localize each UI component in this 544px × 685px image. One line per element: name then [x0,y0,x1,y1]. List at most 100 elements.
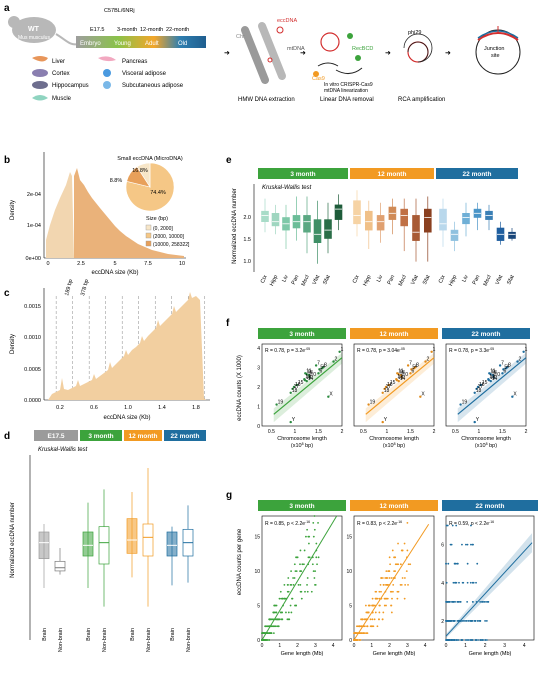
g-point [484,620,486,622]
hippocampus-icon [32,81,48,89]
g-point [380,590,382,593]
e-xtick: Liv [281,274,290,283]
g-point [470,543,472,546]
step-hmw: HMW DNA extraction [238,97,295,103]
g-point [393,570,396,573]
f-stat: R = 0.78, p = 3.2e-05 [265,347,310,354]
f-point [409,372,412,375]
d-header-12m-label: 12 month [129,433,158,440]
f-point-label: 15 [390,380,396,386]
g-point [371,618,374,621]
panel-label-e: e [226,155,232,166]
panel-label-c: c [4,288,10,299]
g-xtick: 0 [353,643,356,649]
g-point [457,600,460,603]
f-point-label: 17 [386,384,392,390]
g-point [286,583,289,586]
g-point [448,600,451,603]
f-point-label: 17 [294,384,300,390]
f-point [479,383,483,387]
panel-f: f eccDNA counts (X 1000) 3 month R = 0.78… [226,318,530,449]
f-point [381,420,384,424]
g-point [486,600,489,603]
g-point [476,620,479,622]
g-point [371,604,374,607]
g-point [454,600,456,603]
f-stat: R = 0.78, p = 3.04e-05 [357,347,405,354]
e-box [271,213,280,227]
g-point [316,563,318,566]
g-point [268,639,271,641]
c-xtick-4: 1.8 [192,405,200,411]
b-pie-slice-3 [136,162,151,189]
g-point [472,543,474,546]
f-point-label: 7 [501,360,504,366]
f-point [406,364,410,367]
c-xtick-1: 0.6 [90,405,98,411]
f-point-label: 2 [427,357,430,363]
f-point-label: 12 [489,374,495,380]
g-point [315,556,318,559]
f-point [332,360,335,363]
f-point-label: 8 [310,370,313,376]
g-point [367,604,370,607]
muscle-icon [32,95,48,101]
linear-dna-removal-illustration [313,32,363,77]
g-point [275,611,278,614]
g-point [310,590,313,593]
g-point [391,549,394,552]
b-ytick-1: 1e-04 [27,223,41,229]
g-point [466,562,469,565]
g-point [461,581,464,584]
g-point [317,556,320,559]
f-point [318,368,321,371]
g-point [279,590,282,593]
b-ytick-2: 2e-04 [27,192,41,198]
e-header-12m [350,168,434,179]
g-header-label: 22 month [476,503,505,510]
g-point [445,639,448,641]
e-xtick: Sfat [422,274,432,286]
g-point [374,611,377,614]
g-point [269,632,272,635]
d-box [166,531,178,557]
g-ci-band [446,533,533,639]
e-box [303,215,311,233]
g-xtick: 2 [484,643,487,649]
stage-adult: Adult [145,41,159,47]
g-point [458,581,460,584]
g-point [280,618,282,621]
d-box [126,518,138,554]
f-point-label: 13 [398,375,404,381]
g-point [380,577,383,579]
f-point-label: Y [384,417,388,423]
strain-label: C57BL/6NRj [104,8,135,14]
f-point-label: 14 [400,376,406,382]
g-point [445,562,447,565]
e-ytick-2: 2.0 [243,215,251,221]
f-point [473,391,476,395]
f-point-label: 1 [341,347,344,353]
e-xtick: Liv [376,274,385,283]
g-point [453,562,456,565]
g-ytick: 0 [349,638,352,644]
g-point [278,618,281,621]
f-point [487,378,491,382]
g-point [266,625,268,628]
g-point [446,524,449,527]
g-point [306,590,309,593]
eccdna-label: eccDNA [277,18,298,24]
f-xtick: 1 [386,429,389,435]
g-point [371,597,374,600]
g-point [452,581,455,584]
e-xtick: Pan [387,274,397,285]
g-point [312,521,315,524]
f-point-label: 18 [476,388,482,394]
g-point [390,611,393,614]
mt-note: mtDNA linearization [324,88,368,94]
tissue-muscle: Muscle [52,96,72,102]
b-pie-pct-1: 74.4% [150,190,166,196]
g-point [389,563,392,566]
